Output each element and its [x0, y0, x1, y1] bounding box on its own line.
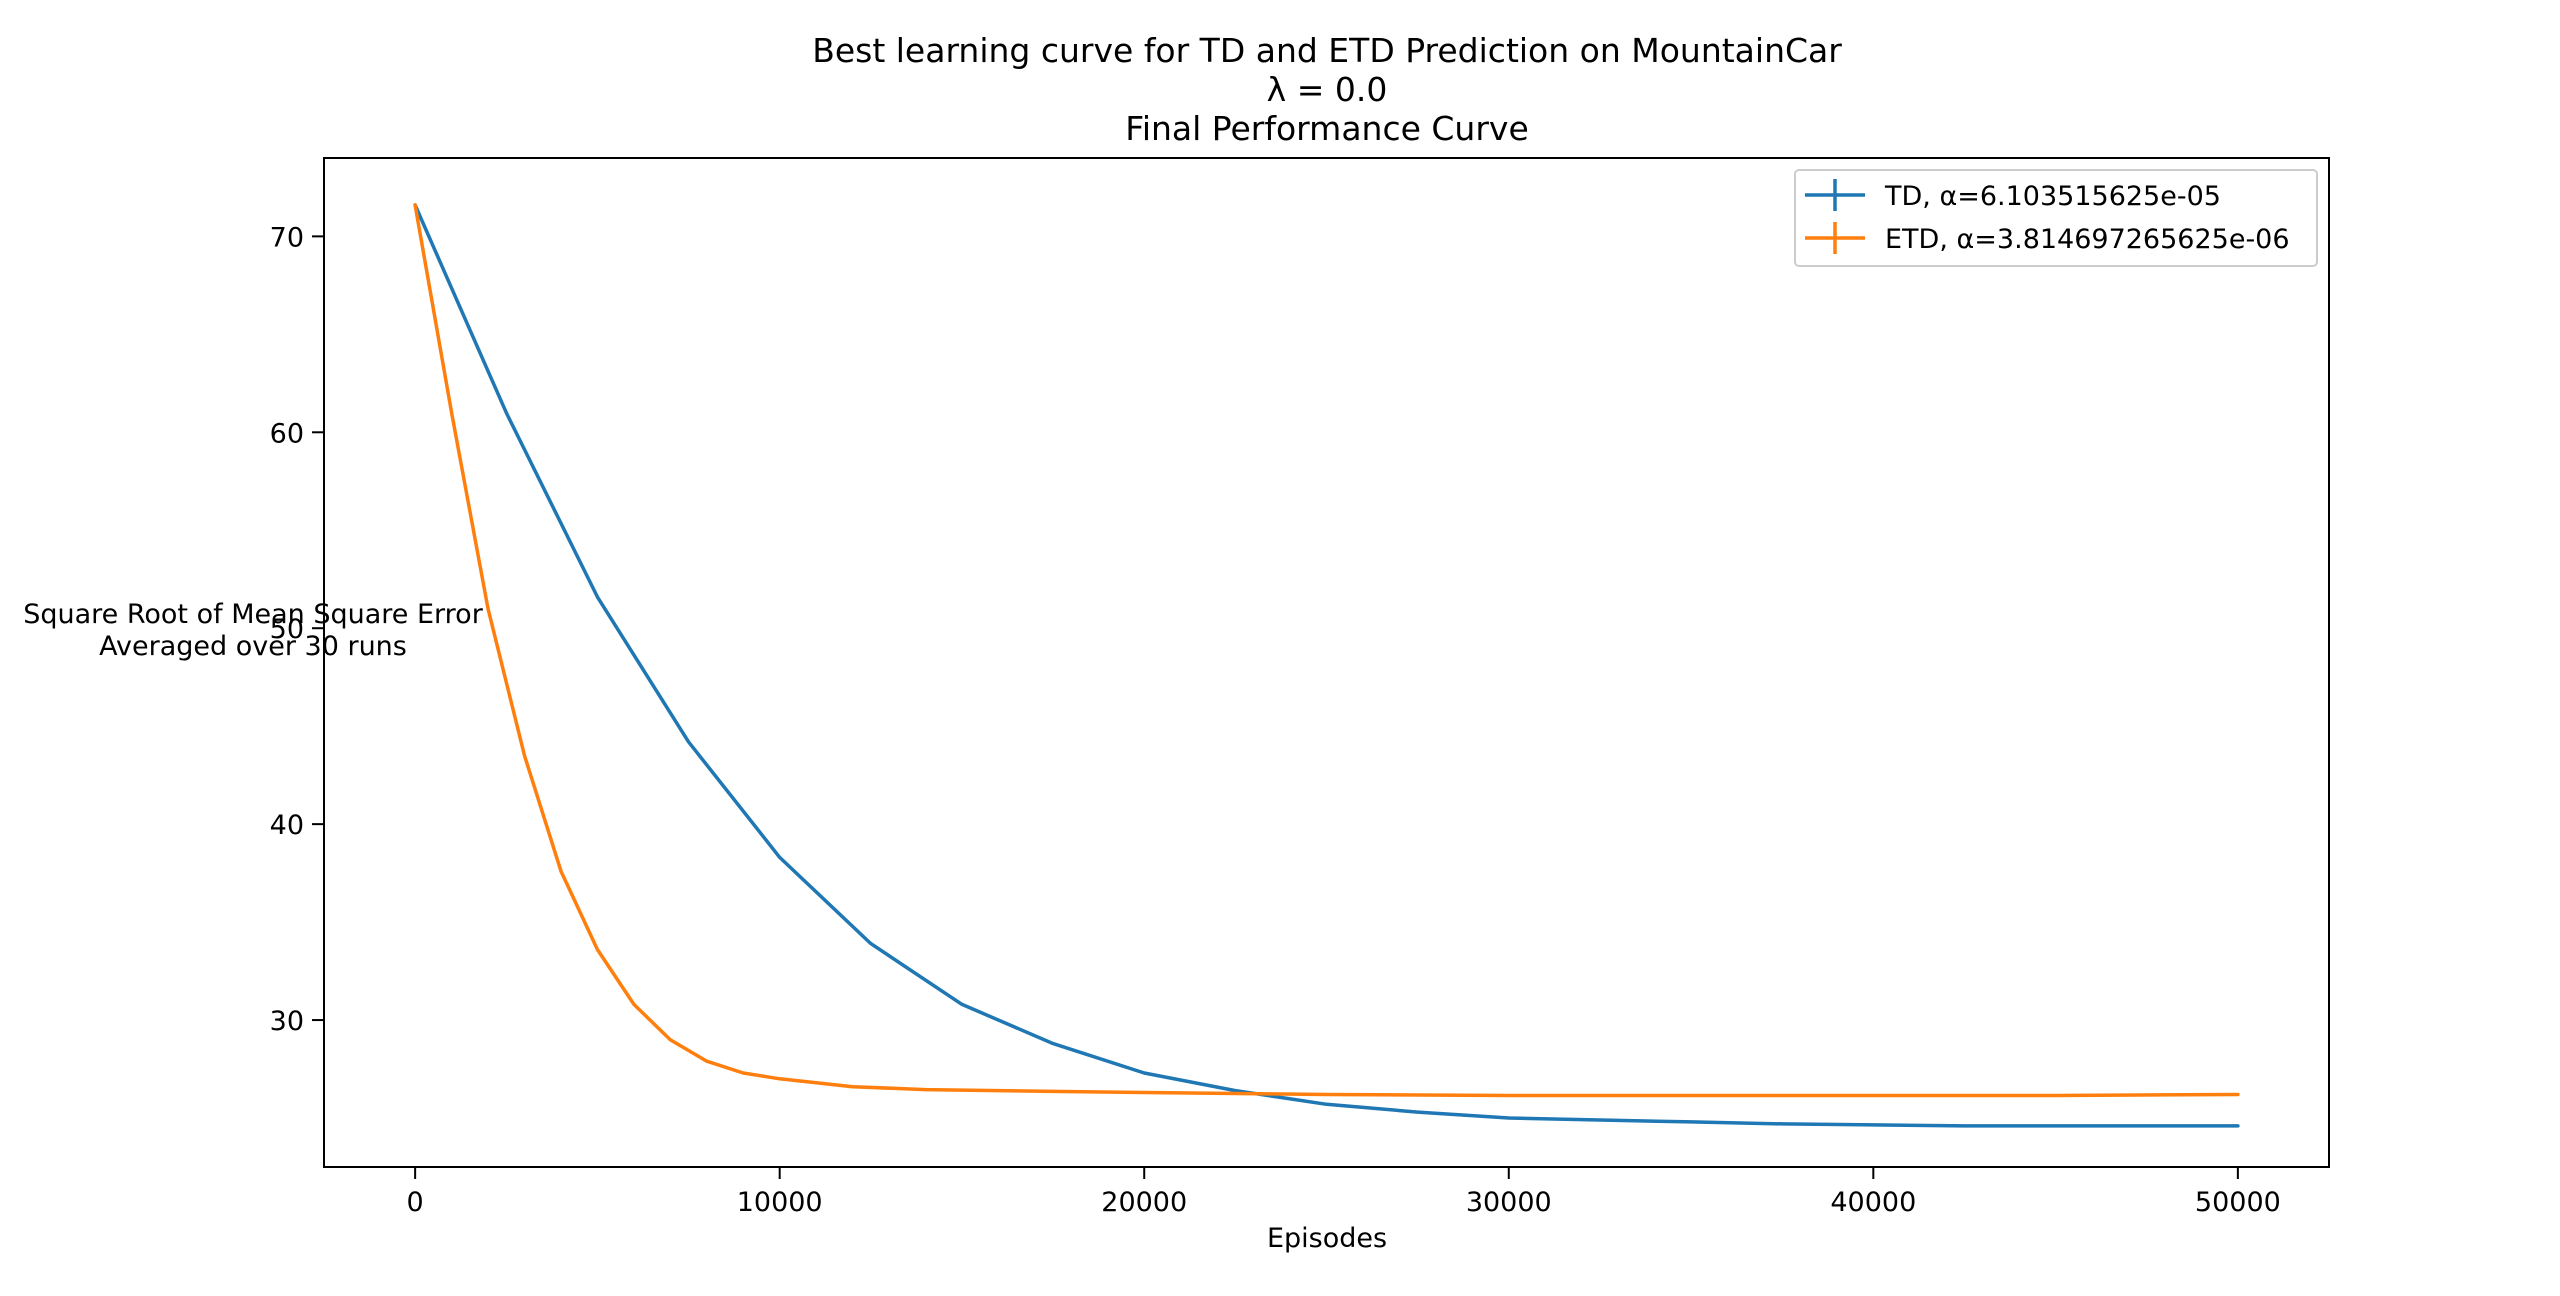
legend-entry-td: TD, α=6.103515625e-05 — [1805, 179, 2221, 212]
title-line: λ = 0.0 — [1267, 70, 1388, 109]
y-axis-label: Square Root of Mean Square Error Average… — [23, 599, 483, 662]
legend-frame — [1794, 169, 2318, 267]
x-tick-label: 40000 — [1830, 1187, 1916, 1218]
y-tick-label: 60 — [270, 418, 304, 449]
x-tick-label: 20000 — [1101, 1187, 1187, 1218]
x-tick-label: 10000 — [737, 1187, 823, 1218]
x-tick-label: 50000 — [2195, 1187, 2281, 1218]
x-axis-label: Episodes — [1267, 1223, 1387, 1254]
legend-label-etd: ETD, α=3.814697265625e-06 — [1885, 224, 2290, 255]
title-line: Final Performance Curve — [1125, 109, 1529, 148]
chart-title: Best learning curve for TD and ETD Predi… — [812, 31, 1842, 148]
series-layer — [413, 203, 2240, 1128]
y-tick-label: 50 — [270, 614, 304, 645]
y-tick-label: 70 — [270, 222, 304, 253]
x-tick-label: 30000 — [1466, 1187, 1552, 1218]
series-line-td — [413, 203, 2240, 1128]
series-line-etd — [413, 203, 2240, 1098]
plot-frame — [323, 157, 2330, 1168]
y-tick-label: 40 — [270, 810, 304, 841]
legend-label-td: TD, α=6.103515625e-05 — [1884, 181, 2221, 212]
legend: TD, α=6.103515625e-05 ETD, α=3.814697265… — [1794, 169, 2318, 267]
x-tick-label: 0 — [407, 1187, 424, 1218]
title-line: Best learning curve for TD and ETD Predi… — [812, 31, 1842, 70]
y-axis-label-line: Square Root of Mean Square Error — [23, 599, 483, 630]
x-axis: 0 10000 20000 30000 40000 50000 — [407, 1167, 2281, 1218]
y-tick-label: 30 — [270, 1006, 304, 1037]
y-axis: 30 40 50 60 70 — [270, 222, 324, 1037]
y-axis-label-line: Averaged over 30 runs — [99, 631, 407, 662]
legend-entry-etd: ETD, α=3.814697265625e-06 — [1805, 222, 2290, 255]
